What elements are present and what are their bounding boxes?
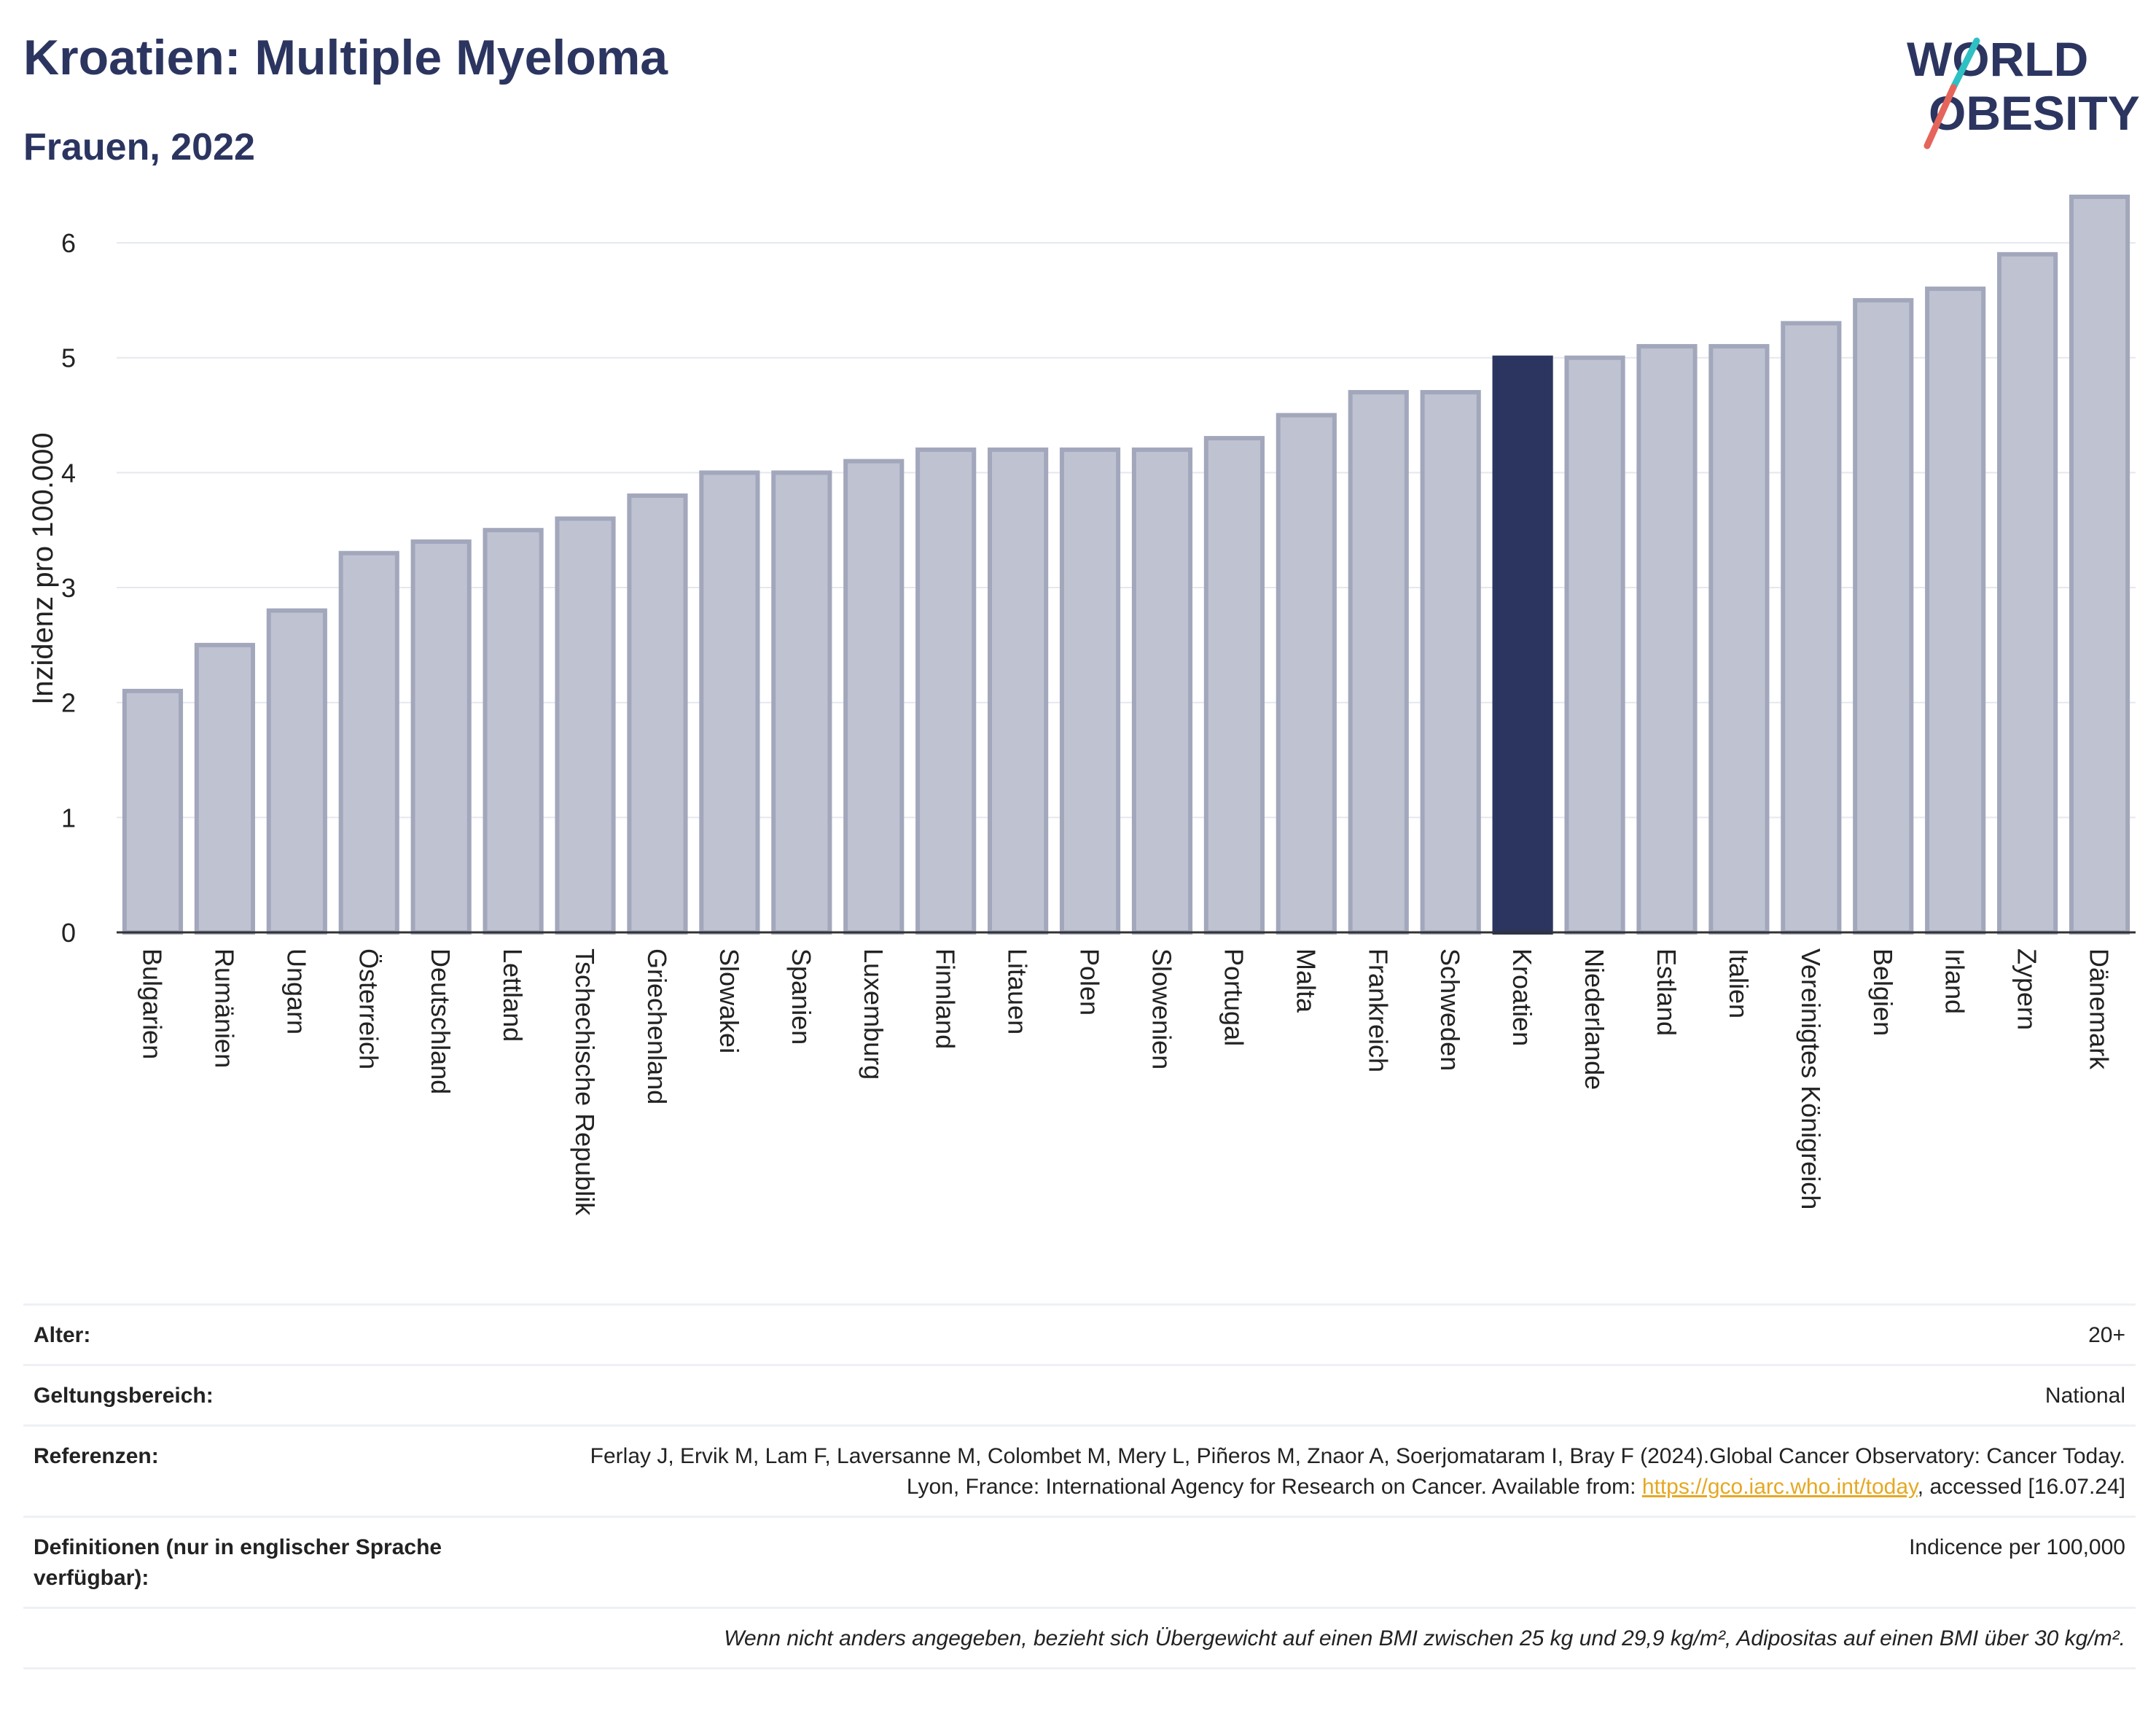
logo-slash-top — [1950, 37, 1980, 91]
bmi-note: Wenn nicht anders angegeben, bezieht sic… — [724, 1626, 2125, 1650]
logo-slash-bottom — [1923, 84, 1957, 149]
bar — [555, 516, 616, 935]
world-obesity-logo: WORLD OBESITY — [1907, 32, 2140, 149]
x-tick-label: Tschechische Republik — [570, 948, 600, 1216]
info-row-scope: Geltungsbereich: National — [23, 1364, 2136, 1424]
bar — [915, 447, 977, 935]
bar — [1059, 447, 1121, 935]
x-tick-labels: Bulgarien Rumänien Ungarn Österreich Deutsch… — [137, 948, 2114, 1216]
bar — [988, 447, 1049, 935]
bar — [122, 688, 184, 935]
x-tick-label: Slowakei — [714, 948, 744, 1053]
x-tick-label: Italien — [1724, 948, 1754, 1018]
logo-line2: OBESITY — [1929, 86, 2140, 140]
bar — [483, 528, 544, 935]
x-tick-label: Ungarn — [281, 948, 311, 1034]
info-table: Alter: 20+ Geltungsbereich: National Ref… — [23, 1303, 2136, 1669]
x-tick-label: Finnland — [931, 948, 961, 1049]
x-tick-label: Dänemark — [2085, 948, 2114, 1070]
bar — [338, 550, 399, 935]
y-tick-label: 1 — [61, 803, 76, 833]
references-text: Ferlay J, Ervik M, Lam F, Laversanne M, … — [590, 1444, 2125, 1499]
bar — [2069, 195, 2130, 935]
x-tick-label: Kroatien — [1507, 948, 1537, 1046]
x-tick-label: Spanien — [786, 948, 816, 1045]
info-row-references: Referenzen: Ferlay J, Ervik M, Lam F, La… — [23, 1424, 2136, 1516]
definitions-label: Definitionen (nur in englischer Sprache … — [34, 1535, 442, 1590]
x-tick-label: Rumänien — [209, 948, 239, 1068]
bar — [266, 608, 327, 935]
bar — [1925, 286, 1986, 935]
x-tick-label: Malta — [1291, 948, 1321, 1013]
scope-value: National — [2044, 1384, 2125, 1408]
x-tick-label: Griechenland — [642, 948, 672, 1104]
x-tick-label: Slowenien — [1147, 948, 1176, 1069]
bar — [1708, 343, 1770, 935]
bar — [1276, 413, 1337, 935]
y-tick-labels: 0 1 2 3 4 5 6 — [61, 228, 76, 948]
bar — [699, 470, 760, 935]
x-tick-label: Portugal — [1219, 948, 1249, 1046]
y-tick-label: 0 — [61, 918, 76, 948]
x-tick-label: Litauen — [1003, 948, 1033, 1034]
bar-highlight — [1492, 355, 1553, 935]
definitions-value: Indicence per 100,000 — [1909, 1535, 2125, 1559]
age-value: 20+ — [2088, 1323, 2125, 1347]
bar — [1853, 297, 1914, 935]
chart-title: Kroatien: Multiple Myeloma — [23, 30, 668, 85]
x-tick-label: Estland — [1652, 948, 1682, 1036]
y-tick-label: 4 — [61, 458, 76, 488]
x-tick-label: Irland — [1940, 948, 1970, 1014]
x-tick-label: Österreich — [354, 948, 383, 1069]
references-value: Ferlay J, Ervik M, Lam F, Laversanne M, … — [558, 1441, 2125, 1502]
x-tick-label: Niederlande — [1579, 948, 1609, 1090]
info-row-note: Wenn nicht anders angegeben, bezieht sic… — [23, 1607, 2136, 1669]
age-label: Alter: — [34, 1323, 91, 1347]
bar — [410, 539, 472, 935]
scope-label: Geltungsbereich: — [34, 1384, 214, 1408]
bar — [1781, 321, 1842, 935]
x-tick-label: Vereinigtes Königreich — [1796, 948, 1826, 1209]
bar — [1131, 447, 1193, 935]
info-row-age: Alter: 20+ — [23, 1303, 2136, 1364]
y-axis-label: Inzidenz pro 100.000 — [27, 432, 59, 705]
bar — [1564, 355, 1625, 935]
bar — [1636, 343, 1698, 935]
x-tick-label: Zypern — [2012, 948, 2042, 1030]
bar — [1997, 252, 2058, 935]
chart-subtitle: Frauen, 2022 — [23, 126, 255, 168]
y-tick-label: 3 — [61, 573, 76, 603]
logo-line1: WORLD — [1907, 32, 2088, 86]
bar — [194, 642, 255, 935]
bar — [771, 470, 832, 935]
x-tick-label: Deutschland — [426, 948, 456, 1094]
references-link[interactable]: https://gco.iarc.who.int/today — [1641, 1475, 1918, 1499]
x-tick-label: Belgien — [1868, 948, 1898, 1036]
y-tick-label: 6 — [61, 228, 76, 258]
bar — [1420, 390, 1481, 935]
references-label: Referenzen: — [34, 1444, 159, 1468]
y-tick-label: 2 — [61, 688, 76, 718]
bar — [1203, 436, 1265, 935]
y-tick-label: 5 — [61, 343, 76, 373]
bar — [1348, 390, 1409, 935]
x-tick-label: Frankreich — [1363, 948, 1393, 1072]
bar-chart: 0 1 2 3 4 5 6 Bulgarien Rumänien Ungarn Österreic… — [27, 195, 2136, 1216]
x-tick-label: Bulgarien — [137, 948, 167, 1059]
references-accessed: , accessed [16.07.24] — [1917, 1475, 2125, 1499]
x-tick-label: Lettland — [498, 948, 528, 1042]
bar — [627, 493, 688, 935]
info-row-definitions: Definitionen (nur in englischer Sprache … — [23, 1516, 2136, 1607]
bar — [843, 459, 905, 935]
bars — [122, 195, 2130, 935]
x-tick-label: Polen — [1075, 948, 1105, 1015]
x-tick-label: Luxemburg — [859, 948, 888, 1080]
x-tick-label: Schweden — [1435, 948, 1465, 1071]
